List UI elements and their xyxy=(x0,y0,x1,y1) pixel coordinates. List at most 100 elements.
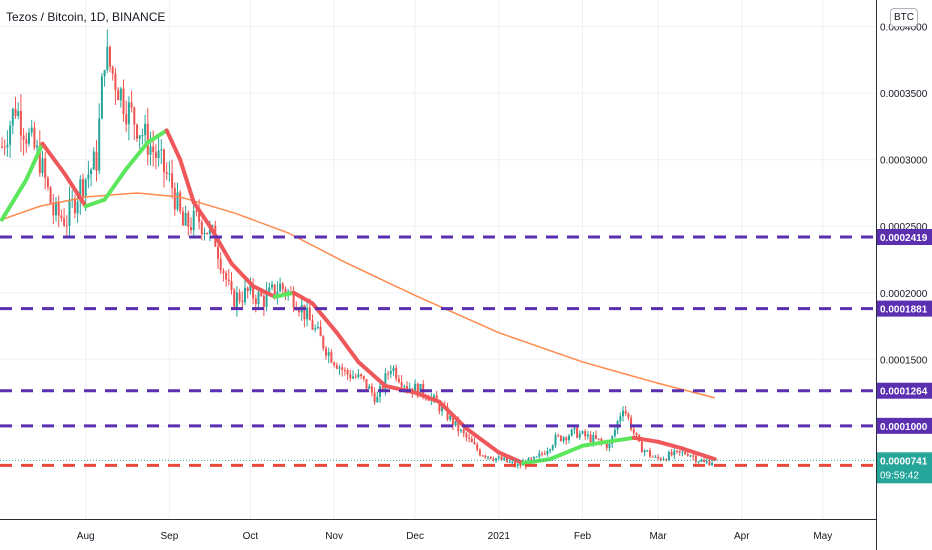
candle-body xyxy=(119,88,122,101)
candle-body xyxy=(400,381,403,387)
ma-short-segment xyxy=(272,290,296,299)
candle-body xyxy=(624,410,627,414)
level-label: 0.0001000 xyxy=(880,422,928,433)
countdown-label: 09:59:42 xyxy=(880,470,919,481)
candle-body xyxy=(586,434,589,437)
candle-body xyxy=(122,88,125,115)
candle-body xyxy=(130,102,133,108)
candle-body xyxy=(157,150,160,158)
candle-body xyxy=(311,320,314,330)
candle-body xyxy=(700,460,703,462)
candle-body xyxy=(667,451,670,461)
candle-body xyxy=(46,177,49,188)
candle-body xyxy=(206,232,209,235)
candle-body xyxy=(676,450,678,452)
candle-body xyxy=(511,461,514,463)
candle-body xyxy=(392,367,395,372)
candle-body xyxy=(14,108,17,117)
candle-body xyxy=(82,179,84,197)
candle-body xyxy=(686,454,689,456)
candle-body xyxy=(252,284,255,299)
candle-body xyxy=(292,291,295,308)
candle-body xyxy=(254,298,257,305)
candle-body xyxy=(397,378,400,382)
candle-body xyxy=(103,70,106,77)
candle-body xyxy=(449,415,452,420)
ma-short-segment xyxy=(229,261,256,289)
candle-body xyxy=(473,442,476,445)
ma-short-segment xyxy=(680,446,717,462)
candle-body xyxy=(262,296,265,307)
candle-body xyxy=(689,455,692,457)
candle-body xyxy=(127,102,130,125)
ma-short-segment xyxy=(191,200,212,229)
candle-body xyxy=(578,433,581,438)
ma-short-segment xyxy=(356,359,388,388)
candle-body xyxy=(357,374,360,378)
candle-body xyxy=(76,201,79,214)
ma-short-segment xyxy=(334,330,361,364)
candle-body xyxy=(673,450,676,456)
ma-short-segment xyxy=(0,177,29,222)
candle-body xyxy=(9,125,12,145)
candle-body xyxy=(546,450,549,455)
ma-short-segment xyxy=(207,224,234,266)
candle-body xyxy=(308,307,311,321)
ma-short-segment xyxy=(251,284,277,299)
candle-body xyxy=(173,187,176,210)
candle-body xyxy=(25,139,28,144)
candle-body xyxy=(117,90,120,101)
candle-body xyxy=(384,373,387,390)
candle-body xyxy=(52,203,55,216)
candle-body xyxy=(192,210,195,231)
candle-body xyxy=(659,458,662,460)
candle-body xyxy=(184,212,187,226)
ma-short-segment xyxy=(580,439,609,448)
candle-body xyxy=(495,458,498,461)
y-tick-label: 0.0001500 xyxy=(880,355,928,366)
candle-body xyxy=(346,370,349,375)
candle-body xyxy=(109,46,111,67)
candle-body xyxy=(111,66,114,74)
candle-body xyxy=(541,453,543,455)
candle-body xyxy=(592,435,595,443)
candle-body xyxy=(416,383,419,397)
candle-body xyxy=(203,232,206,235)
candle-body xyxy=(208,226,211,235)
candle-body xyxy=(462,429,465,434)
candle-body xyxy=(381,386,384,390)
symbol-title: Tezos / Bitcoin, 1D, BINANCE xyxy=(6,10,166,24)
candle-body xyxy=(149,146,152,155)
candle-body xyxy=(519,463,522,466)
candle-body xyxy=(141,135,144,137)
candle-body xyxy=(565,437,568,441)
candle-body xyxy=(370,386,373,393)
candle-body xyxy=(176,192,179,210)
candle-body xyxy=(360,374,363,376)
candle-body xyxy=(568,435,570,441)
candle-body xyxy=(268,287,271,292)
candle-body xyxy=(41,158,44,174)
candle-body xyxy=(322,336,325,349)
candle-body xyxy=(492,458,495,461)
candle-body xyxy=(605,442,608,448)
candle-body xyxy=(198,211,201,222)
candle-body xyxy=(257,292,260,305)
candle-body xyxy=(368,386,371,389)
candle-body xyxy=(179,192,182,212)
candle-body xyxy=(489,456,492,459)
candle-body xyxy=(55,201,57,216)
candle-body xyxy=(63,218,66,226)
candle-body xyxy=(3,146,6,148)
candle-body xyxy=(219,258,222,271)
candle-body xyxy=(187,212,190,227)
candle-body xyxy=(500,456,503,461)
candle-body xyxy=(505,457,508,463)
currency-badge[interactable]: BTC xyxy=(890,8,918,27)
candle-body xyxy=(662,459,665,461)
candle-body xyxy=(373,392,376,403)
candle-body xyxy=(352,376,354,379)
ma-short-segment xyxy=(413,390,442,404)
